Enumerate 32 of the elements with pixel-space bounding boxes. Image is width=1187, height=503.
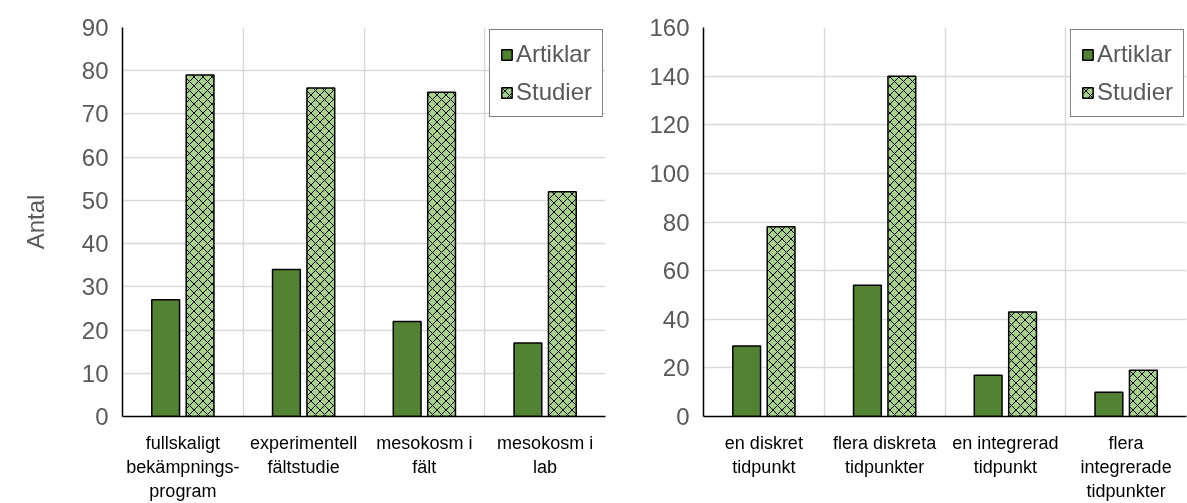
- legend-label: Studier: [1096, 78, 1173, 106]
- x-tick-label: en diskret tidpunkt: [724, 432, 803, 477]
- y-tick-label: 160: [649, 14, 690, 41]
- x-tick-label: mesokosm i lab: [497, 432, 594, 477]
- y-tick-label: 70: [81, 100, 109, 128]
- x-tick-label: flera integrerade tidpunkter: [1080, 432, 1172, 501]
- x-tick-label: flera diskreta tidpunkter: [833, 432, 938, 477]
- x-tick-label: en integrerad tidpunkt: [952, 432, 1059, 477]
- y-tick-label: 80: [81, 57, 109, 85]
- y-tick-label: 0: [676, 403, 690, 430]
- x-tick-label: mesokosm i fält: [376, 432, 473, 477]
- legend-label: Artiklar: [515, 40, 591, 68]
- y-tick-label: 40: [81, 230, 109, 258]
- x-tick-label: fullskaligt bekämpnings-program: [126, 432, 240, 501]
- y-tick-label: 20: [662, 354, 690, 382]
- y-tick-label: 120: [649, 111, 690, 139]
- y-tick-label: 0: [95, 403, 109, 430]
- y-axis-title: Antal: [21, 194, 49, 250]
- y-tick-label: 140: [649, 62, 690, 90]
- y-tick-label: 90: [81, 14, 109, 41]
- y-tick-label: 10: [81, 359, 109, 387]
- y-tick-label: 30: [81, 273, 109, 301]
- y-tick-label: 40: [662, 305, 690, 333]
- legend-label: Studier: [515, 78, 592, 106]
- y-tick-label: 100: [649, 159, 690, 187]
- legend-label: Artiklar: [1096, 40, 1172, 68]
- y-tick-label: 80: [662, 208, 690, 236]
- y-tick-label: 60: [81, 143, 109, 171]
- y-tick-label: 20: [81, 316, 109, 344]
- y-tick-label: 60: [662, 257, 690, 285]
- x-tick-label: experimentell fältstudie: [250, 432, 358, 477]
- y-tick-label: 50: [81, 186, 109, 214]
